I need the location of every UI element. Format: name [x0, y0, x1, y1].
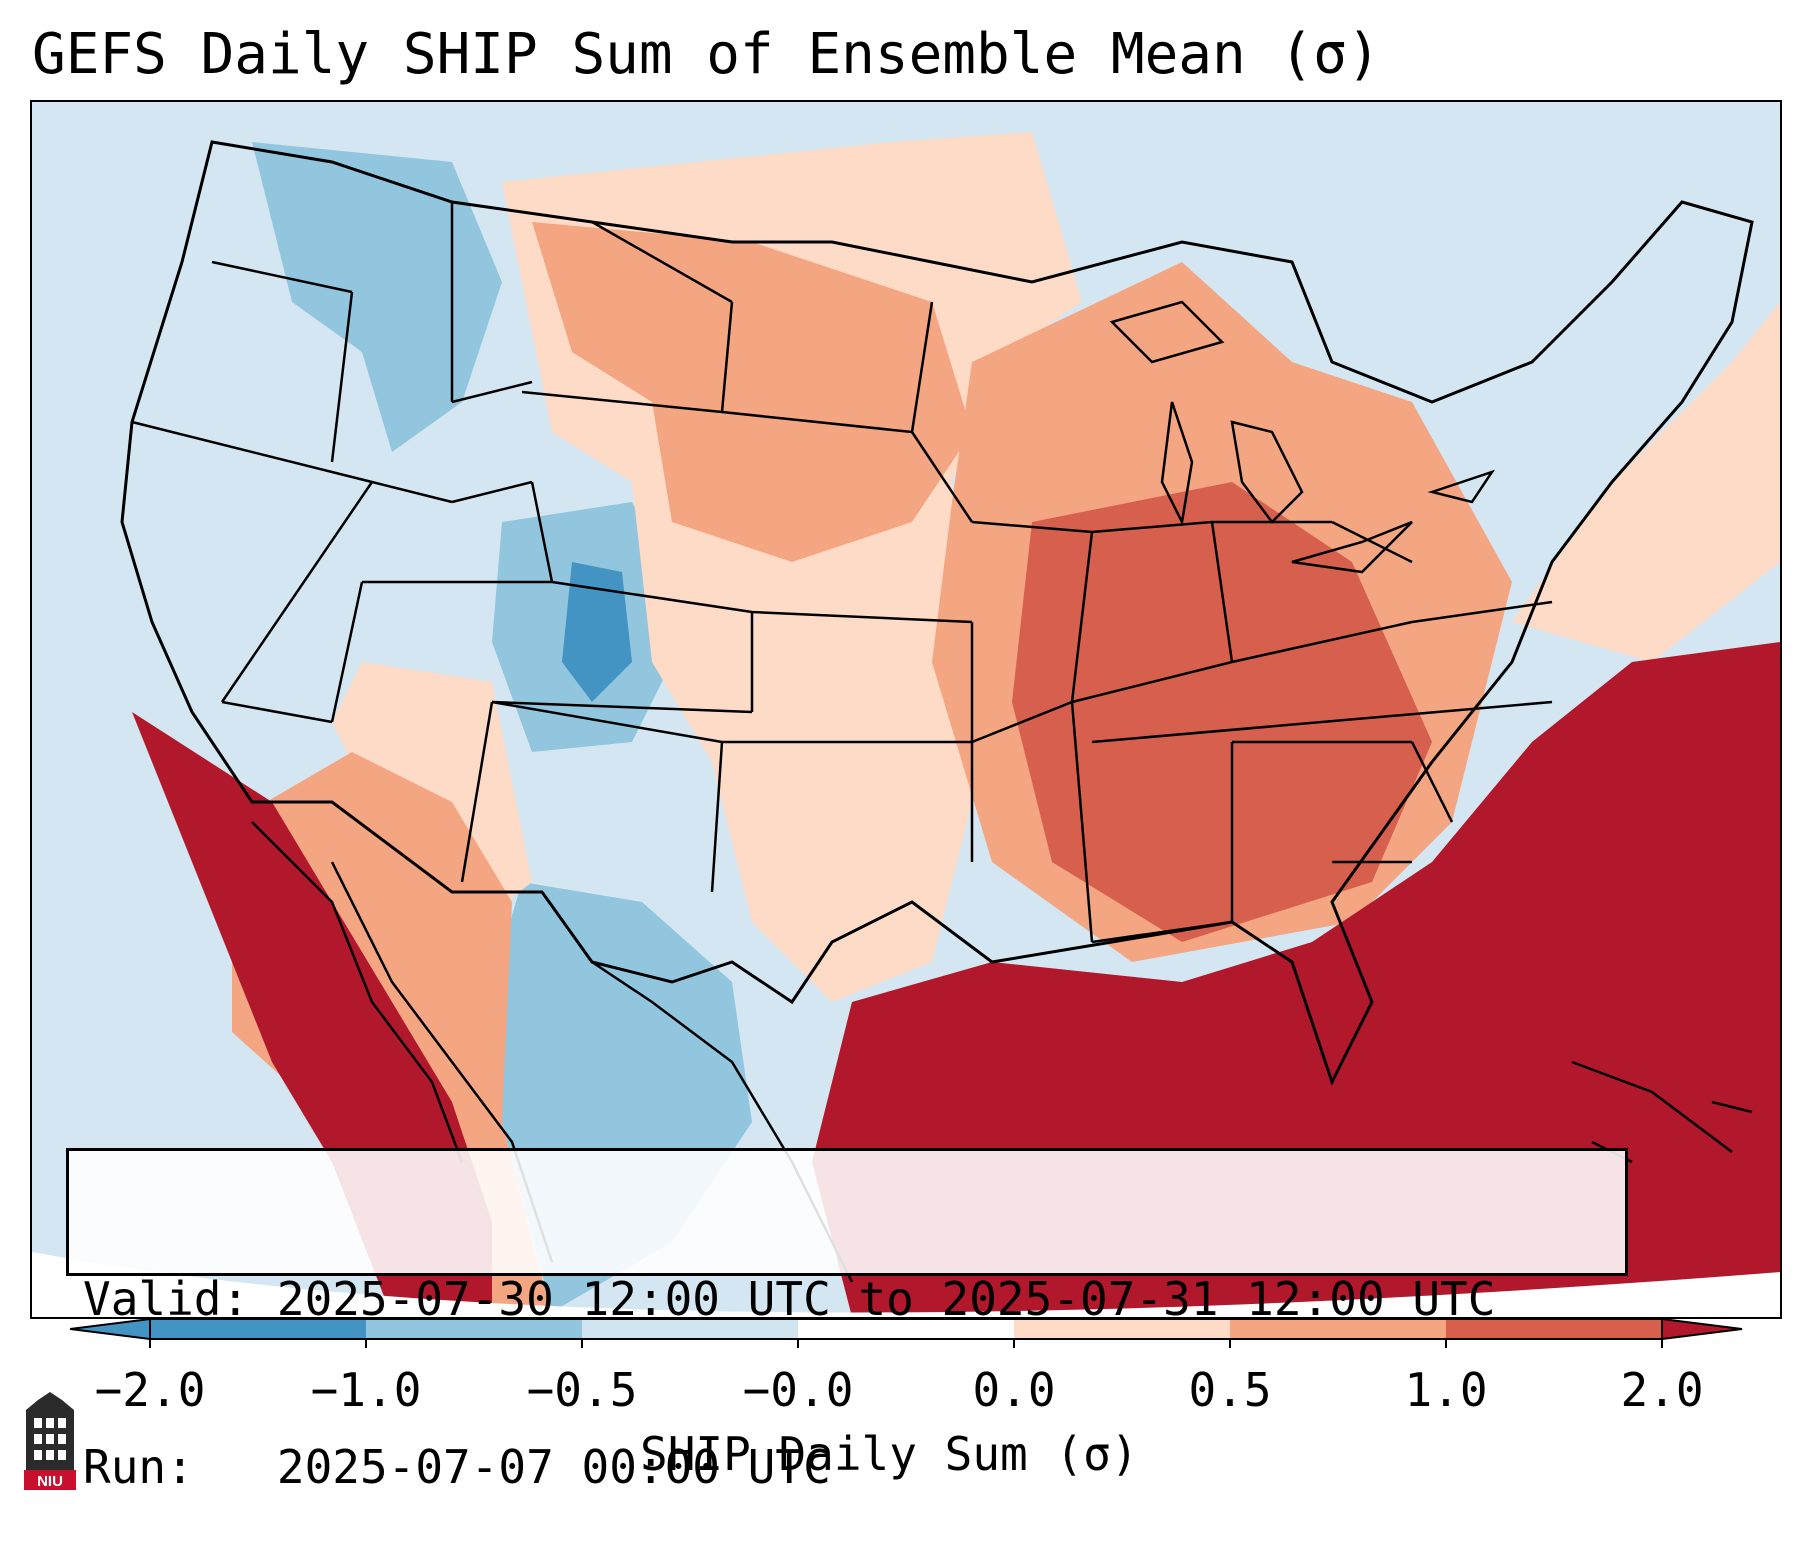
colorbar-frame: [149, 1318, 1663, 1340]
map-panel[interactable]: [30, 100, 1782, 1319]
colorbar-tick-label: 2.0: [1620, 1363, 1704, 1417]
us-outline: [120, 140, 1754, 1086]
colorbar-tick-label: 0.0: [972, 1363, 1056, 1417]
region-darkred-ohio-valley: [1012, 482, 1432, 942]
run-line: Run: 2025-07-07 00:00 UTC: [83, 1439, 1611, 1495]
colorbar-min-arrow: [70, 1318, 151, 1341]
region-medred-northplains: [532, 222, 972, 562]
colorbar-max-arrow: [1661, 1318, 1743, 1341]
colorbar-tick-label: 1.0: [1404, 1363, 1488, 1417]
colorbar-ticks: [149, 1339, 1663, 1348]
valid-value: 2025-07-30 12:00 UTC to 2025-07-31 12:00…: [276, 1272, 1496, 1326]
colorbar-bin-7: [1446, 1319, 1662, 1339]
region-lightred-northeast: [1512, 302, 1780, 662]
map-title: GEFS Daily SHIP Sum of Ensemble Mean (σ): [32, 22, 1381, 87]
colorbar: [70, 1318, 1743, 1348]
region-blue-west: [252, 142, 502, 452]
colorbar-bin-6: [1230, 1319, 1446, 1339]
great-lakes: [1109, 300, 1496, 574]
svg-text:NIU: NIU: [37, 1473, 63, 1490]
colorbar-tick-label: 0.5: [1188, 1363, 1272, 1417]
colorbar-tick-label: −2.0: [94, 1363, 206, 1417]
state-borders: [131, 202, 1553, 944]
map-canvas: [32, 102, 1780, 1317]
colorbar-bin-3: [582, 1319, 798, 1339]
valid-line: Valid: 2025-07-30 12:00 UTC to 2025-07-3…: [83, 1271, 1611, 1327]
valid-label: Valid:: [83, 1272, 250, 1326]
colorbar-tick-label: −0.0: [742, 1363, 854, 1417]
colorbar-bin-4: [798, 1319, 1014, 1339]
colorbar-bin-1: [150, 1319, 366, 1339]
colorbar-tick-label: −1.0: [310, 1363, 422, 1417]
colorbar-bin-2: [366, 1319, 582, 1339]
validity-info-box: Valid: 2025-07-30 12:00 UTC to 2025-07-3…: [66, 1148, 1628, 1494]
niu-logo-icon: NIU: [24, 1392, 76, 1490]
run-value: 2025-07-07 00:00 UTC: [276, 1440, 831, 1494]
colorbar-tick-label: −0.5: [526, 1363, 638, 1417]
map-projection-edge: [32, 1252, 1780, 1317]
run-label: Run:: [83, 1440, 194, 1494]
colorbar-label: SHIP Daily Sum (σ): [640, 1427, 1139, 1481]
region-deep-blue-colorado: [562, 562, 632, 702]
colorbar-bin-5: [1014, 1319, 1230, 1339]
